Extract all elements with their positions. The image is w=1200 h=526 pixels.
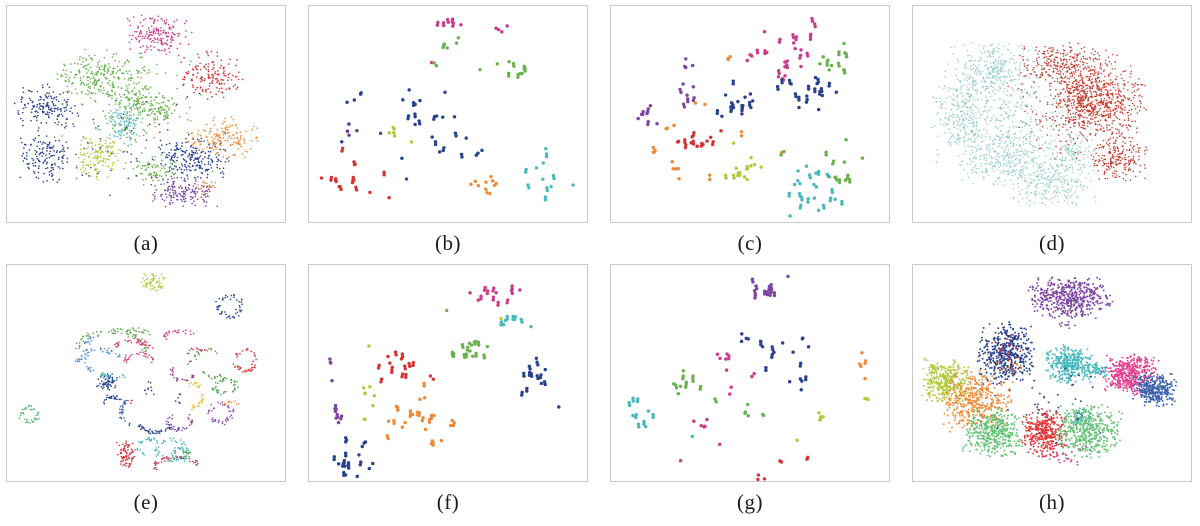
subfigure-c-label: (c) xyxy=(737,231,763,255)
scatter-plot-c xyxy=(636,16,865,218)
subfigure-a: (a) xyxy=(6,5,286,264)
panel-a-scatter xyxy=(6,5,286,223)
scatter-plot-e xyxy=(18,272,257,471)
subfigure-h-label: (h) xyxy=(1039,490,1065,514)
subfigure-b-label: (b) xyxy=(435,231,461,255)
panel-b-scatter xyxy=(308,5,588,223)
subfigure-g-label: (g) xyxy=(737,490,763,514)
scatter-plot-f xyxy=(328,284,561,479)
subfigure-d-label: (d) xyxy=(1039,231,1065,255)
subfigure-g: (g) xyxy=(610,264,890,523)
subfigure-d: (d) xyxy=(912,5,1192,264)
scatter-plot-h xyxy=(921,276,1178,466)
subfigure-b: (b) xyxy=(308,5,588,264)
subfigure-f: (f) xyxy=(308,264,588,523)
scatter-plot-d xyxy=(931,41,1148,207)
panel-e-scatter xyxy=(6,264,286,482)
scatter-plot-a xyxy=(13,14,259,208)
subfigure-e: (e) xyxy=(6,264,286,523)
panel-g-scatter xyxy=(610,264,890,482)
scatter-plot-g xyxy=(627,274,870,481)
panel-f-scatter xyxy=(308,264,588,482)
subfigure-e-label: (e) xyxy=(133,490,159,514)
panel-d-scatter xyxy=(912,5,1192,223)
panel-c-scatter xyxy=(610,5,890,223)
subfigure-a-label: (a) xyxy=(133,231,159,255)
subfigure-f-label: (f) xyxy=(436,490,460,514)
subfigure-h: (h) xyxy=(912,264,1192,523)
panel-h-scatter xyxy=(912,264,1192,482)
subfigure-c: (c) xyxy=(610,5,890,264)
scatter-plot-b xyxy=(319,17,575,202)
